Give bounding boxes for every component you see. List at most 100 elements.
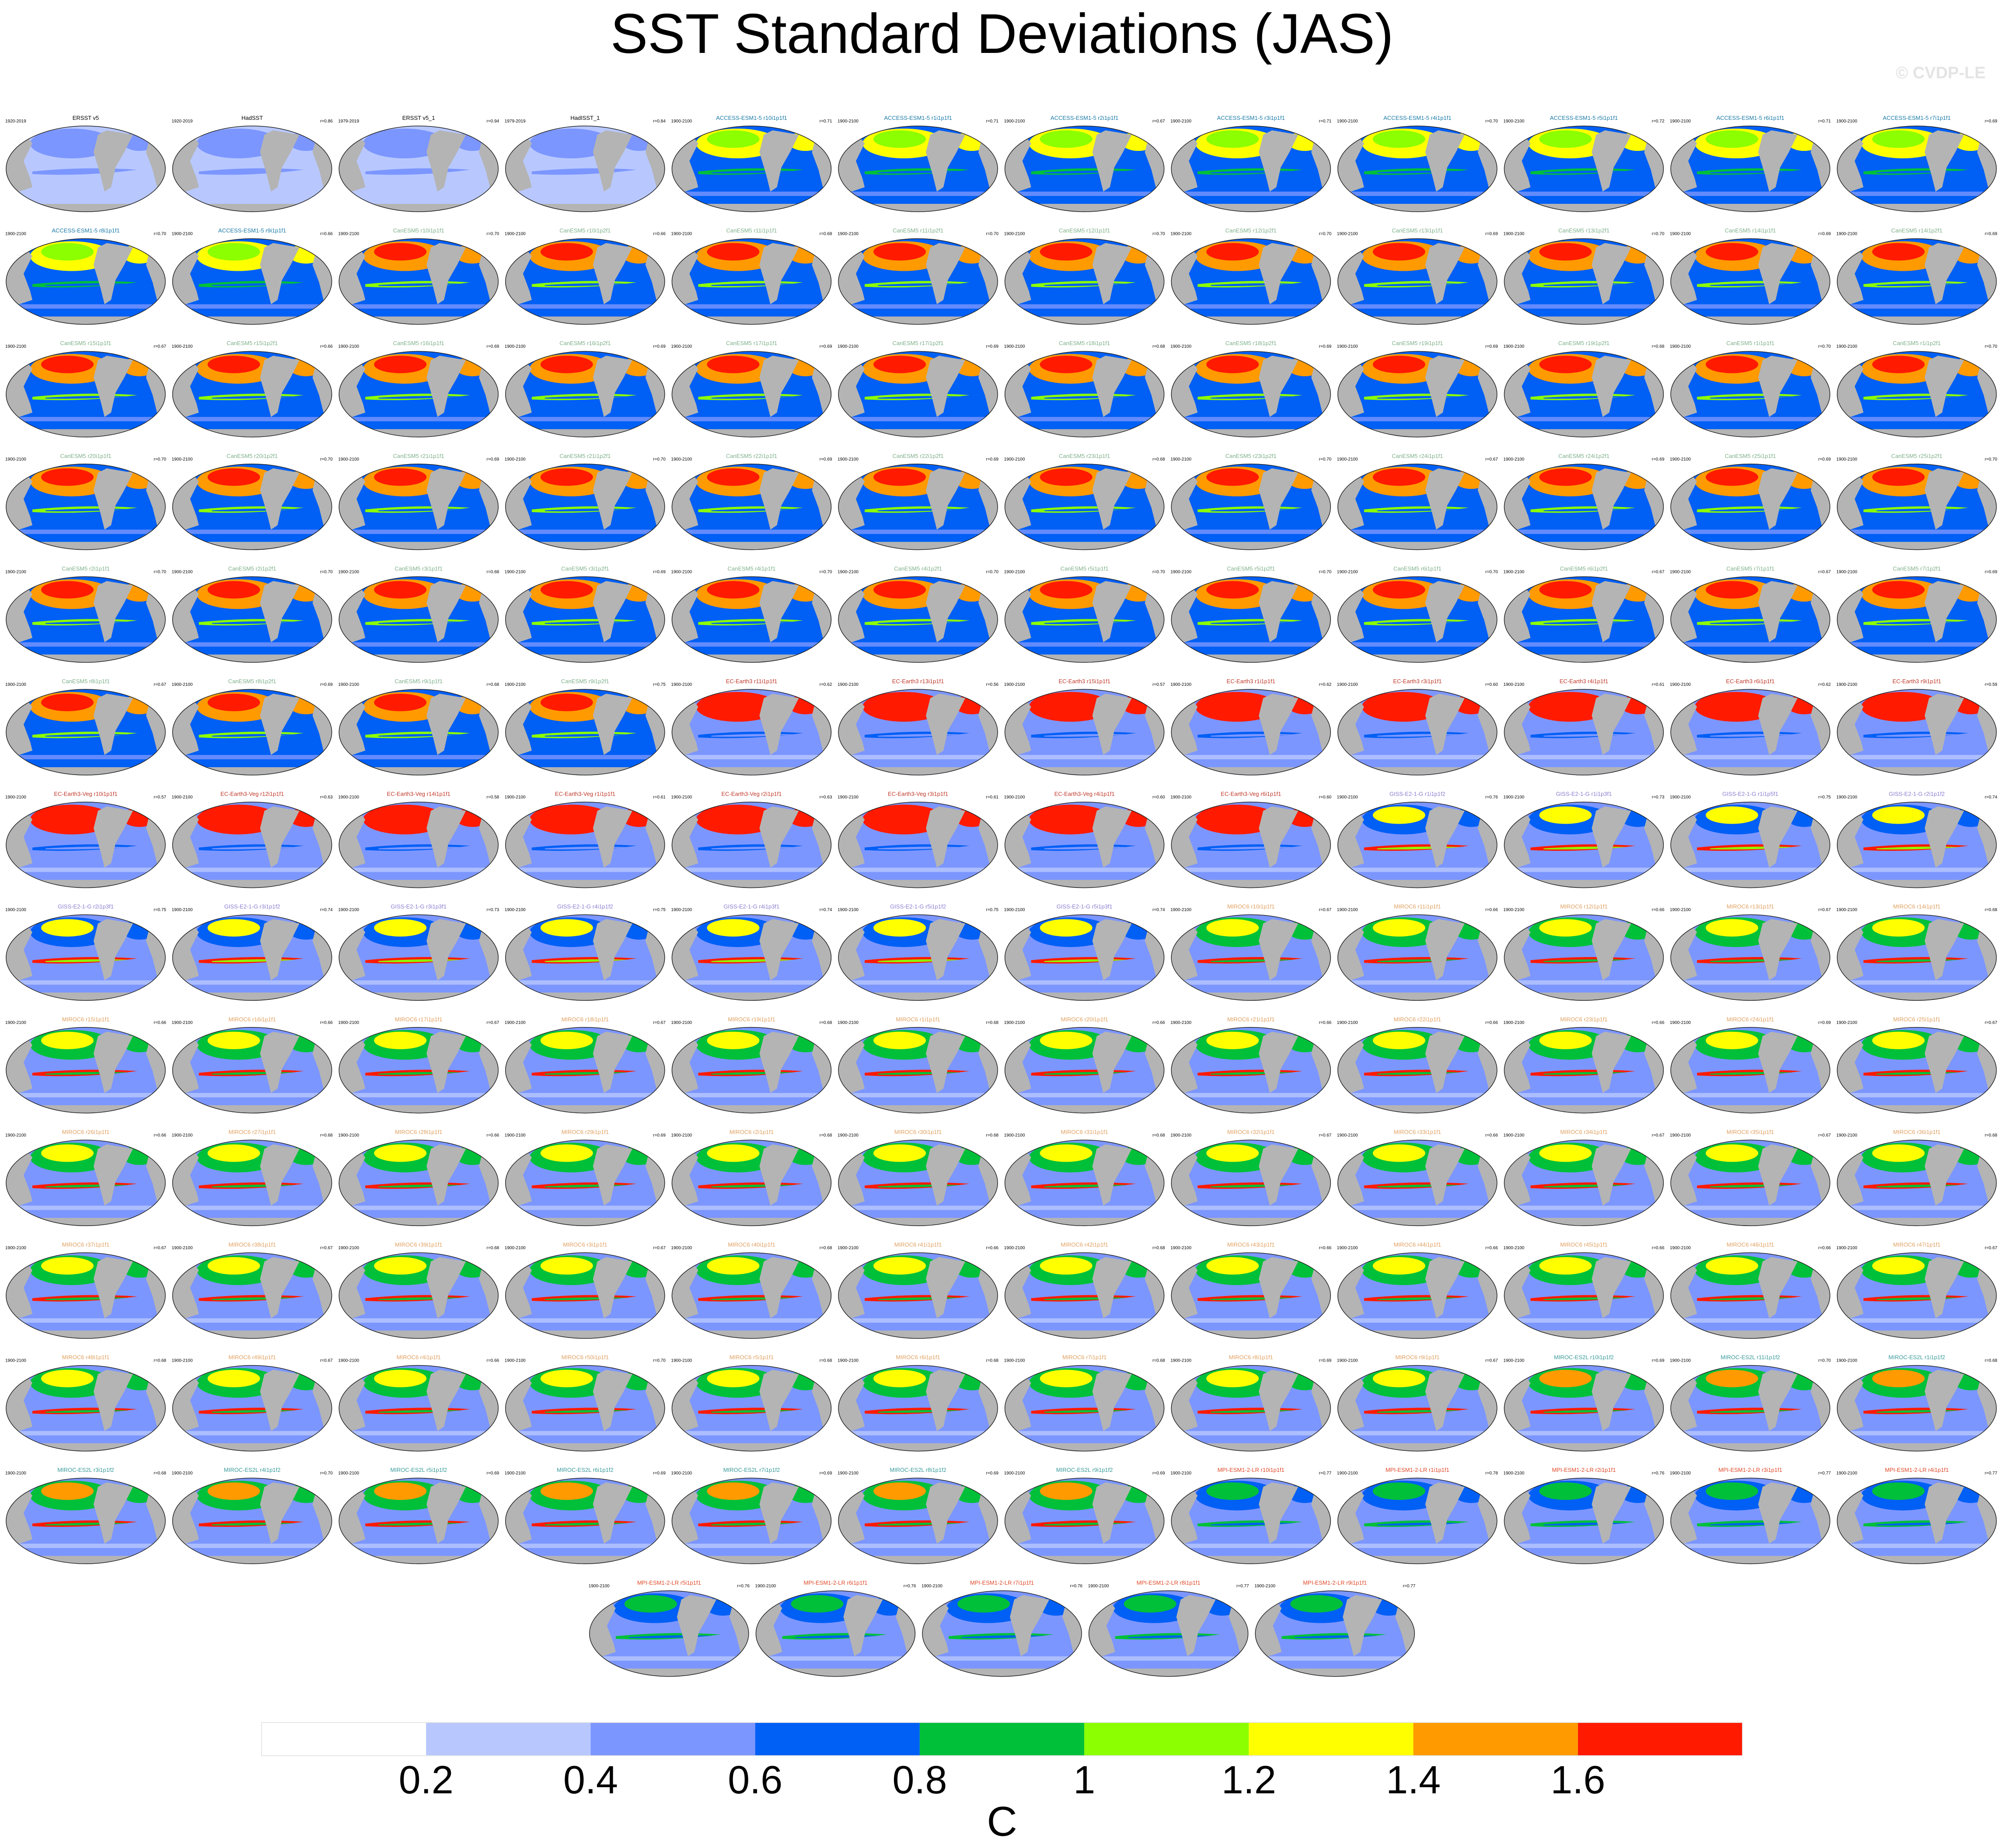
panel-name: MIROC6 r24i1p1f1 — [1727, 1016, 1774, 1023]
panel-name: MIROC6 r34i1p1f1 — [1560, 1128, 1607, 1135]
map-panel: 1900-2100 CanESM5 r13i1p2f1 r=0.70 — [1503, 227, 1665, 325]
panel-correlation: r=0.67 — [1985, 1020, 1997, 1025]
map-panel: 1900-2100 MIROC6 r31i1p1f1 r=0.68 — [1004, 1128, 1165, 1226]
panel-period: 1900-2100 — [172, 1133, 193, 1138]
panel-correlation: r=0.70 — [1818, 1359, 1831, 1363]
map-panel: 1900-2100 MIROC6 r33i1p1f1 r=0.66 — [1337, 1128, 1498, 1226]
panel-correlation: r=0.71 — [820, 119, 832, 124]
panel-period: 1900-2100 — [5, 457, 26, 462]
map-panel: 1900-2100 MIROC6 r11i1p1f1 r=0.66 — [1337, 903, 1498, 1001]
panel-name: CanESM5 r24i1p1f1 — [1392, 453, 1443, 459]
panel-period: 1900-2100 — [172, 457, 193, 462]
panel-name: MIROC6 r44i1p1f1 — [1394, 1241, 1441, 1248]
panel-name: EC-Earth3-Veg r12i1p1f1 — [220, 791, 284, 797]
panel-name: MIROC6 r43i1p1f1 — [1227, 1241, 1274, 1248]
panel-correlation: r=0.70 — [653, 1359, 666, 1363]
panel-name: CanESM5 r1i1p1f1 — [1726, 340, 1774, 346]
panel-correlation: r=0.86 — [320, 119, 333, 124]
panel-correlation: r=0.69 — [487, 457, 499, 462]
panel-name: EC-Earth3 r6i1p1f1 — [1726, 678, 1774, 685]
panel-period: 1900-2100 — [1004, 457, 1025, 462]
panel-period: 1900-2100 — [172, 232, 193, 237]
panel-name: MIROC6 r10i1p1f1 — [1227, 903, 1274, 910]
map-panel: 1900-2100 ACCESS-ESM1-5 r8i1p1f1 r=0.70 — [5, 227, 166, 325]
map-panel: 1900-2100 EC-Earth3 r13i1p1f1 r=0.56 — [838, 678, 999, 776]
panel-correlation: r=0.70 — [1985, 457, 1997, 462]
panel-name: MIROC6 r29i1p1f1 — [562, 1128, 609, 1135]
panel-correlation: r=0.70 — [154, 232, 166, 237]
panel-name: MPI-ESM1-2-LR r5i1p1f1 — [637, 1579, 701, 1586]
map-panel: 1920-2019 ERSST v5 — [5, 115, 166, 212]
panel-name: CanESM5 r4i1p1f1 — [727, 565, 775, 572]
panel-period: 1900-2100 — [1337, 682, 1358, 687]
panel-correlation: r=0.67 — [154, 344, 166, 349]
panel-correlation: r=0.66 — [1485, 1020, 1498, 1025]
panel-correlation: r=0.69 — [986, 344, 999, 349]
panel-name: MIROC6 r19i1p1f1 — [728, 1016, 775, 1023]
panel-correlation: r=0.67 — [653, 1246, 666, 1251]
map-panel: 1900-2100 MIROC6 r29i1p1f1 r=0.69 — [505, 1128, 666, 1226]
panel-name: CanESM5 r15i1p1f1 — [60, 340, 111, 346]
panel-name: CanESM5 r19i1p2f1 — [1558, 340, 1609, 346]
panel-name: MPI-ESM1-2-LR r4i1p1f1 — [1885, 1467, 1949, 1473]
panel-name: MIROC-ES2L r4i1p1f2 — [224, 1467, 281, 1473]
panel-name: CanESM5 r6i1p1f1 — [1393, 565, 1442, 572]
panel-period: 1900-2100 — [338, 569, 359, 574]
panel-name: EC-Earth3-Veg r2i1p1f1 — [721, 791, 782, 797]
panel-name: MIROC6 r2i1p1f1 — [730, 1128, 774, 1135]
map-panel: 1900-2100 CanESM5 r18i1p1f1 r=0.68 — [1004, 340, 1165, 437]
panel-correlation: r=0.75 — [986, 908, 999, 912]
map-panel: 1900-2100 MIROC6 r45i1p1f1 r=0.66 — [1503, 1241, 1665, 1339]
panel-name: EC-Earth3-Veg r10i1p1f1 — [54, 791, 117, 797]
panel-name: MIROC6 r36i1p1f1 — [1893, 1128, 1940, 1135]
panel-name: MIROC6 r38i1p1f1 — [228, 1241, 276, 1248]
panel-correlation: r=0.66 — [1652, 1020, 1665, 1025]
panel-name: CanESM5 r11i1p2f1 — [893, 227, 943, 234]
colorbar-swatch — [1413, 1722, 1578, 1756]
map-panel: 1900-2100 ACCESS-ESM1-5 r1i1p1f1 r=0.71 — [838, 115, 999, 212]
panel-period: 1900-2100 — [1170, 119, 1191, 124]
map-panel: 1900-2100 MIROC6 r48i1p1f1 r=0.68 — [5, 1354, 166, 1452]
panel-name: ACCESS-ESM1-5 r8i1p1f1 — [52, 227, 119, 234]
panel-correlation: r=0.69 — [986, 457, 999, 462]
map-panel: 1900-2100 ACCESS-ESM1-5 r2i1p1f1 r=0.67 — [1004, 115, 1165, 212]
panel-correlation: r=0.67 — [487, 1020, 499, 1025]
panel-correlation: r=0.67 — [1319, 1133, 1332, 1138]
panel-period: 1900-2100 — [338, 908, 359, 912]
panel-period: 1900-2100 — [589, 1584, 610, 1589]
panel-correlation: r=0.69 — [1485, 232, 1498, 237]
panel-correlation: r=0.66 — [986, 1246, 999, 1251]
panel-correlation: r=0.78 — [1485, 1471, 1498, 1476]
panel-period: 1900-2100 — [1503, 1133, 1524, 1138]
map-panel: 1900-2100 ACCESS-ESM1-5 r10i1p1f1 r=0.71 — [671, 115, 832, 212]
panel-name: CanESM5 r8i1p2f1 — [228, 678, 276, 685]
panel-correlation: r=0.66 — [320, 344, 333, 349]
panel-correlation: r=0.70 — [154, 457, 166, 462]
panel-name: MIROC6 r33i1p1f1 — [1394, 1128, 1441, 1135]
map-panel: 1900-2100 CanESM5 r10i1p1f1 r=0.70 — [338, 227, 499, 325]
panel-name: CanESM5 r5i1p1f1 — [1061, 565, 1109, 572]
panel-correlation: r=0.67 — [1985, 1246, 1997, 1251]
map-panel: 1900-2100 CanESM5 r8i1p1f1 r=0.67 — [5, 678, 166, 776]
map-panel: 1900-2100 MIROC6 r1i1p1f1 r=0.68 — [838, 1016, 999, 1114]
map-panel: 1900-2100 GISS-E2-1-G r5i1p3f1 r=0.74 — [1004, 903, 1165, 1001]
panel-period: 1900-2100 — [922, 1584, 943, 1589]
map-panel: 1900-2100 MIROC6 r25i1p1f1 r=0.67 — [1836, 1016, 1997, 1114]
panel-period: 1900-2100 — [1503, 344, 1524, 349]
map-panel: 1900-2100 MIROC6 r21i1p1f1 r=0.66 — [1170, 1016, 1332, 1114]
panel-correlation: r=0.70 — [1152, 232, 1165, 237]
panel-correlation: r=0.69 — [320, 682, 333, 687]
map-panel: 1900-2100 MPI-ESM1-2-LR r4i1p1f1 r=0.77 — [1836, 1467, 1997, 1564]
panel-period: 1900-2100 — [1503, 682, 1524, 687]
map-panel: 1900-2100 MIROC6 r43i1p1f1 r=0.66 — [1170, 1241, 1332, 1339]
panel-correlation: r=0.59 — [1985, 682, 1997, 687]
panel-name: CanESM5 r20i1p2f1 — [227, 453, 278, 459]
panel-period: 1900-2100 — [172, 908, 193, 912]
panel-name: GISS-E2-1-G r4i1p1f2 — [557, 903, 613, 910]
map-panel: 1900-2100 MIROC6 r14i1p1f1 r=0.68 — [1836, 903, 1997, 1001]
panel-period: 1900-2100 — [1670, 457, 1691, 462]
panel-name: MIROC6 r13i1p1f1 — [1727, 903, 1774, 910]
panel-name: ACCESS-ESM1-5 r2i1p1f1 — [1051, 115, 1118, 121]
map-panel: 1900-2100 CanESM5 r9i1p1f1 r=0.68 — [338, 678, 499, 776]
